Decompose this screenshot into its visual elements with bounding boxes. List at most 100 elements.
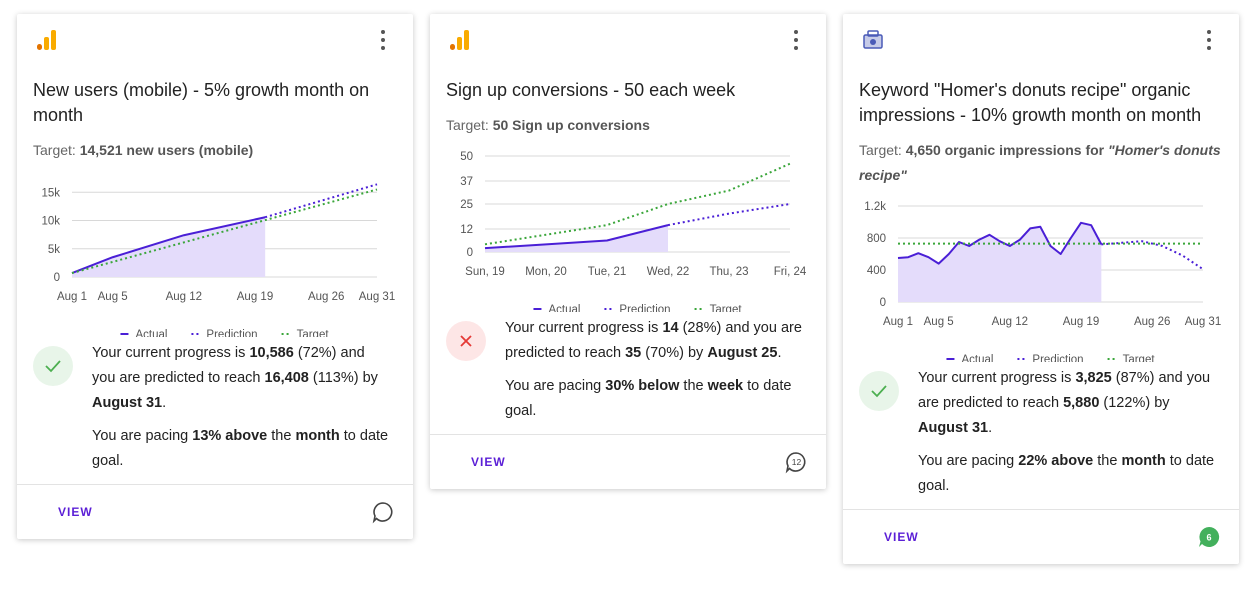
comment-count: 6 <box>1206 533 1211 543</box>
icon-bar <box>464 30 469 50</box>
legend-label: Actual <box>548 304 580 312</box>
menu-button[interactable] <box>792 28 800 52</box>
text-segment: (113%) by <box>308 370 382 386</box>
legend-item: Target <box>694 304 742 312</box>
card-title: Keyword "Homer's donuts recipe" organic … <box>859 80 1202 125</box>
text-segment: 22% above <box>1018 453 1094 469</box>
view-button[interactable]: VIEW <box>884 530 919 544</box>
card-header <box>446 28 810 58</box>
legend-label: Target <box>1123 354 1156 362</box>
x-tick-label: Mon, 20 <box>525 266 567 278</box>
comments-button[interactable]: 12 <box>784 450 808 474</box>
card: New users (mobile) - 5% growth month on … <box>17 14 413 539</box>
y-tick-label: 0 <box>467 247 473 259</box>
series-line <box>897 221 1103 265</box>
progress: Your current progress is 10,586 (72%) an… <box>33 341 397 474</box>
text-segment: the <box>1093 453 1122 469</box>
text-segment: 16,408 <box>264 370 309 386</box>
text-segment: 3,825 <box>1075 370 1112 386</box>
legend-label: Prediction <box>1032 354 1083 362</box>
x-tick-label: Aug 12 <box>166 291 202 303</box>
x-tick-label: Aug 31 <box>359 291 395 303</box>
text-segment: 14,521 new users (mobile) <box>79 142 254 158</box>
check-mark <box>871 385 887 398</box>
legend-item: Actual <box>533 304 580 312</box>
text-segment: You are pacing <box>505 378 606 394</box>
view-button[interactable]: VIEW <box>58 505 93 519</box>
text-segment: 35 <box>625 345 642 361</box>
text-segment: . <box>777 345 782 361</box>
y-tick-label: 15k <box>41 187 60 199</box>
status-icon <box>45 360 61 373</box>
text-segment: (70%) by <box>641 345 708 361</box>
x-tick-label: Aug 26 <box>308 291 344 303</box>
text-segment: 5,880 <box>1063 395 1100 411</box>
legend-item: Prediction <box>604 304 671 312</box>
progress-text: Your current progress is 14 (28%) and yo… <box>505 316 804 366</box>
target: Target: 14,521 new users (mobile) <box>33 138 397 163</box>
status-success <box>33 346 73 386</box>
y-tick-label: 25 <box>460 199 473 211</box>
card: Sign up conversions - 50 each week Target… <box>430 14 826 489</box>
view-button[interactable]: VIEW <box>471 455 506 469</box>
x-tick-label: Aug 19 <box>1063 316 1099 328</box>
series-line <box>264 183 378 219</box>
target: Target: 4,650 organic impressions for "H… <box>859 138 1223 188</box>
progress: Your current progress is 3,825 (87%) and… <box>859 366 1223 499</box>
y-tick-label: 50 <box>460 151 473 163</box>
menu-dot <box>794 30 798 34</box>
legend-item: Actual <box>120 329 167 337</box>
legend: Actual Prediction Target <box>533 304 742 312</box>
card-title: Sign up conversions - 50 each week <box>446 80 736 100</box>
menu-button[interactable] <box>1205 28 1213 52</box>
legend: Actual Prediction Target <box>946 354 1155 362</box>
x-tick-label: Aug 31 <box>1185 316 1221 328</box>
progress: Your current progress is 14 (28%) and yo… <box>446 316 810 424</box>
comments-button[interactable] <box>371 500 395 524</box>
menu-dot <box>1207 46 1211 50</box>
menu-dot <box>794 46 798 50</box>
x-tick-label: Aug 5 <box>924 316 954 328</box>
icon-lens <box>870 39 876 45</box>
text-segment: the <box>267 428 296 444</box>
text-segment: 10,586 <box>249 345 294 361</box>
legend: Actual Prediction Target <box>120 329 329 337</box>
chart: 0 5k 10k 15k Aug 1 Aug 5 Aug 12 Aug 19 Aug 26 Aug… <box>41 183 395 337</box>
card-title: New users (mobile) - 5% growth month on … <box>33 80 370 125</box>
menu-button[interactable] <box>379 28 387 52</box>
analytics-icon <box>37 30 56 50</box>
progress-text: Your current progress is 10,586 (72%) an… <box>92 341 391 416</box>
text-segment: You are pacing <box>918 453 1019 469</box>
text-segment: Target: <box>33 142 80 158</box>
text-segment: August 25 <box>707 345 778 361</box>
y-tick-label: 37 <box>460 176 473 188</box>
menu-dot <box>1207 38 1211 42</box>
icon-top <box>867 30 879 37</box>
status-success <box>859 371 899 411</box>
comment-bubble <box>1199 526 1220 547</box>
menu-dot <box>794 38 798 42</box>
comments-button[interactable]: 6 <box>1197 525 1221 549</box>
status-icon <box>871 385 887 398</box>
comment-bubble <box>785 452 806 474</box>
series-line <box>1101 240 1204 271</box>
y-tick-label: 10k <box>41 216 60 228</box>
area-fill <box>485 225 668 252</box>
text-segment: "Homer's donuts recipe" <box>859 142 1225 183</box>
series-line <box>667 203 791 227</box>
y-tick-label: 0 <box>880 297 886 309</box>
menu-dot <box>381 38 385 42</box>
text-segment: 30% below <box>605 378 680 394</box>
legend-label: Prediction <box>619 304 670 312</box>
card-footer: VIEW <box>17 484 413 539</box>
text-segment: Target: <box>446 117 493 133</box>
status-icon <box>460 335 472 347</box>
progress-text: You are pacing 30% below the week to dat… <box>505 374 804 424</box>
y-tick-label: 1.2k <box>864 201 886 213</box>
text-segment: . <box>162 395 167 411</box>
progress-text: Your current progress is 3,825 (87%) and… <box>918 366 1217 441</box>
progress-text: You are pacing 22% above the month to da… <box>918 449 1217 499</box>
cross-mark <box>460 335 472 347</box>
text-segment: August 31 <box>92 395 163 411</box>
y-tick-label: 0 <box>54 272 60 284</box>
